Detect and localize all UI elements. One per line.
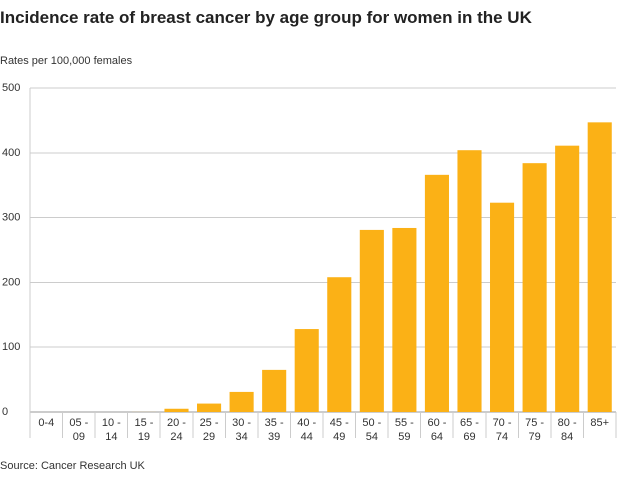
bar <box>294 329 319 412</box>
bar <box>490 202 515 412</box>
x-tick-label: 79 <box>528 431 540 443</box>
x-tick-label: 55 - <box>395 417 414 429</box>
bar <box>229 391 254 412</box>
bar <box>587 122 612 413</box>
x-tick-label: 20 - <box>167 417 186 429</box>
x-tick-label: 14 <box>105 431 117 443</box>
bar <box>327 277 352 412</box>
x-tick-label: 40 - <box>297 417 316 429</box>
x-tick-label: 0-4 <box>38 417 54 429</box>
x-tick-label: 69 <box>463 431 475 443</box>
x-tick-label: 49 <box>333 431 345 443</box>
x-tick-label: 30 - <box>232 417 251 429</box>
x-tick-label: 15 - <box>134 417 153 429</box>
y-tick-label: 300 <box>2 212 20 224</box>
y-axis-label: Rates per 100,000 females <box>0 55 133 67</box>
bar <box>392 227 417 412</box>
x-tick-label: 05 - <box>69 417 88 429</box>
bar <box>262 369 287 412</box>
source-note: Source: Cancer Research UK <box>0 460 145 472</box>
y-tick-label: 100 <box>2 341 20 353</box>
x-tick-label: 65 - <box>460 417 479 429</box>
x-tick-label: 80 - <box>558 417 577 429</box>
bar <box>555 145 580 412</box>
x-tick-label: 25 - <box>200 417 219 429</box>
x-tick-label: 34 <box>235 431 247 443</box>
x-tick-label: 29 <box>203 431 215 443</box>
bar <box>522 163 547 412</box>
bar <box>457 150 482 412</box>
x-tick-label: 45 - <box>330 417 349 429</box>
chart-title: Incidence rate of breast cancer by age g… <box>0 8 532 27</box>
x-tick-label: 39 <box>268 431 280 443</box>
x-tick-label: 59 <box>398 431 410 443</box>
x-tick-label: 75 - <box>525 417 544 429</box>
y-tick-label: 400 <box>2 147 20 159</box>
x-tick-label: 84 <box>561 431 573 443</box>
y-tick-label: 500 <box>2 82 20 94</box>
bar <box>164 408 189 412</box>
x-tick-label: 60 - <box>427 417 446 429</box>
x-tick-label: 64 <box>431 431 443 443</box>
x-tick-label: 74 <box>496 431 508 443</box>
bar <box>197 403 222 412</box>
x-tick-label: 50 - <box>362 417 381 429</box>
bar <box>359 229 384 412</box>
bar <box>424 174 449 412</box>
x-tick-label: 35 - <box>265 417 284 429</box>
x-tick-label: 09 <box>73 431 85 443</box>
x-tick-label: 54 <box>366 431 378 443</box>
x-tick-label: 19 <box>138 431 150 443</box>
x-tick-label: 44 <box>301 431 313 443</box>
y-tick-label: 0 <box>2 406 8 418</box>
x-tick-label: 85+ <box>590 417 609 429</box>
y-tick-label: 200 <box>2 276 20 288</box>
x-tick-label: 10 - <box>102 417 121 429</box>
x-tick-label: 70 - <box>493 417 512 429</box>
x-tick-label: 24 <box>170 431 182 443</box>
